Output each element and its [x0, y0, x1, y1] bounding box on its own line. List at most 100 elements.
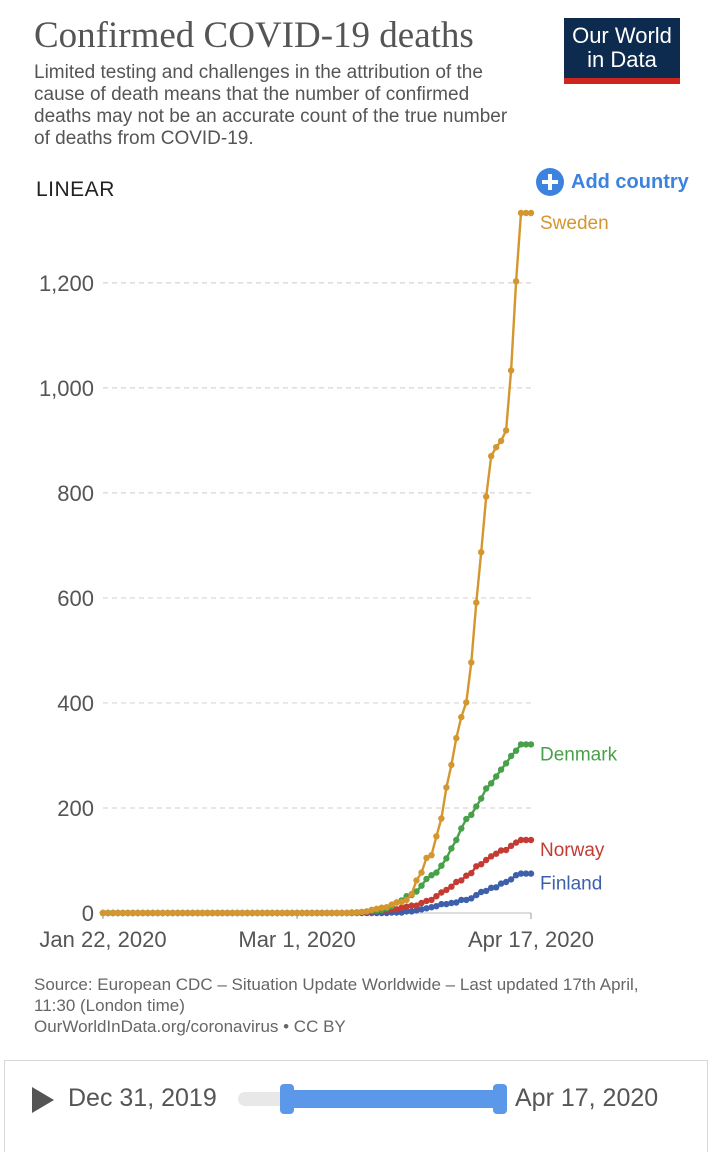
data-point-sweden [134, 909, 141, 917]
data-point-finland [443, 900, 450, 908]
data-point-sweden [298, 909, 306, 917]
y-tick-label: 1,000 [39, 376, 94, 401]
series-label-finland: Finland [540, 874, 602, 895]
timeline-selected-range[interactable] [286, 1090, 500, 1108]
data-point-norway [408, 902, 415, 909]
data-point-denmark [428, 872, 435, 879]
data-point-norway [458, 877, 465, 884]
data-point-denmark [502, 760, 510, 767]
data-point-finland [453, 899, 460, 906]
timeline-end-handle[interactable] [493, 1084, 507, 1114]
data-point-norway [512, 839, 520, 846]
data-point-sweden [234, 909, 241, 917]
data-point-finland [507, 876, 515, 883]
y-tick-label: 0 [82, 901, 94, 926]
source-text: Source: European CDC – Situation Update … [34, 975, 639, 1015]
data-point-denmark [443, 855, 450, 862]
data-point-sweden [104, 909, 112, 917]
data-point-norway [473, 863, 480, 870]
data-point-sweden [99, 909, 107, 917]
data-point-sweden [109, 909, 117, 917]
data-point-sweden [522, 209, 530, 217]
data-point-finland [458, 896, 465, 904]
data-point-norway [502, 846, 510, 854]
data-point-finland [522, 870, 530, 877]
data-point-norway [468, 869, 475, 877]
data-point-sweden [343, 909, 351, 917]
data-point-sweden [468, 659, 475, 666]
data-point-sweden [463, 699, 470, 706]
data-point-norway [403, 903, 410, 910]
data-point-sweden [249, 909, 256, 917]
play-icon[interactable] [32, 1087, 54, 1113]
data-point-finland [433, 903, 440, 910]
data-point-denmark [448, 845, 455, 852]
data-point-sweden [139, 909, 146, 917]
y-tick-label: 1,200 [39, 271, 94, 296]
plus-circle-icon [536, 168, 564, 196]
data-point-sweden [244, 909, 251, 917]
data-point-finland [473, 891, 480, 899]
data-point-sweden [279, 909, 286, 917]
line-chart: 0 200 400 600 800 1,000 1,200 Jan 22, 2020 Mar … [39, 209, 618, 952]
scale-toggle[interactable]: LINEAR [36, 178, 115, 201]
data-point-norway [497, 847, 505, 854]
chart-title: Confirmed COVID-19 deaths [34, 15, 474, 56]
series-labels: Sweden Denmark Norway Finland [540, 213, 618, 895]
owid-logo[interactable]: Our World in Data [564, 18, 680, 84]
data-point-norway [522, 836, 530, 844]
data-point-norway [488, 853, 495, 860]
data-point-finland [527, 870, 535, 877]
data-point-finland [418, 906, 425, 913]
data-point-denmark [423, 875, 430, 883]
data-point-sweden [204, 909, 211, 917]
data-point-sweden [413, 877, 420, 884]
data-point-sweden [318, 909, 326, 917]
data-point-sweden [363, 908, 370, 915]
data-point-sweden [328, 909, 336, 917]
data-point-denmark [438, 862, 445, 869]
data-point-denmark [507, 752, 515, 760]
data-point-sweden [169, 909, 176, 917]
data-point-finland [512, 872, 520, 879]
data-point-sweden [373, 905, 380, 912]
data-point-sweden [527, 209, 535, 217]
data-point-denmark [433, 869, 440, 876]
timeline-start-date: Dec 31, 2019 [68, 1084, 217, 1112]
timeline-start-handle[interactable] [280, 1084, 294, 1114]
data-point-sweden [418, 869, 425, 876]
data-point-sweden [438, 815, 445, 822]
data-point-denmark [488, 780, 495, 787]
data-point-sweden [254, 909, 261, 917]
data-point-finland [483, 887, 490, 895]
data-point-norway [443, 886, 450, 894]
data-point-finland [478, 888, 485, 896]
data-point-sweden [144, 909, 151, 917]
data-point-finland [423, 905, 430, 912]
add-country-button[interactable]: Add country [536, 168, 689, 196]
data-point-sweden [229, 909, 236, 917]
data-point-sweden [483, 493, 490, 500]
data-point-finland [398, 909, 405, 916]
data-point-sweden [209, 909, 216, 917]
add-country-label: Add country [571, 170, 689, 193]
data-point-denmark [493, 773, 500, 780]
data-point-norway [418, 899, 425, 907]
source-url[interactable]: OurWorldInData.org/coronavirus • CC BY [34, 1017, 346, 1036]
data-point-sweden [174, 909, 181, 917]
data-point-denmark [517, 741, 525, 748]
data-point-denmark [483, 785, 490, 792]
data-point-norway [398, 904, 405, 911]
data-point-sweden [493, 444, 500, 451]
data-point-sweden [368, 906, 375, 913]
data-point-norway [493, 850, 500, 857]
data-point-norway [463, 872, 470, 879]
data-point-sweden [378, 904, 385, 911]
data-point-denmark [418, 882, 425, 889]
data-point-sweden [453, 734, 460, 742]
data-point-sweden [274, 909, 281, 917]
data-point-denmark [458, 825, 465, 832]
data-point-sweden [288, 909, 296, 917]
logo-line-2: in Data [587, 47, 657, 72]
data-point-sweden [179, 909, 186, 917]
